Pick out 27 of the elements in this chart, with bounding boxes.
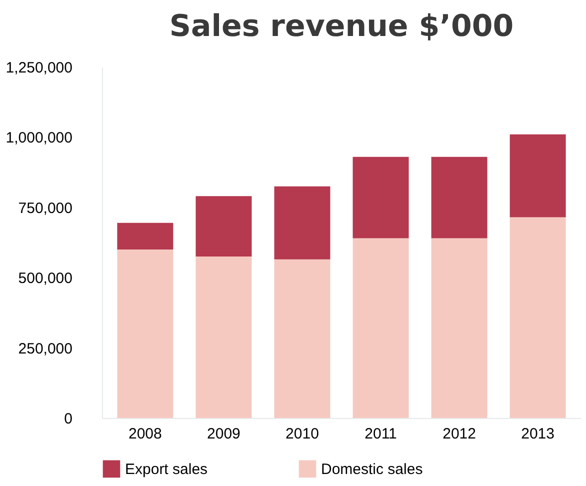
x-tick-label: 2008 <box>128 426 162 442</box>
bar <box>117 250 174 418</box>
legend-label: Export sales <box>125 460 208 478</box>
y-tick-label: 1,250,000 <box>6 60 72 76</box>
x-tick-label: 2010 <box>286 426 319 442</box>
bar <box>274 259 330 418</box>
chart-title: Sales revenue $’000 <box>169 9 514 44</box>
bar <box>510 217 566 418</box>
y-tick-label: 500,000 <box>18 270 72 288</box>
x-tick-label: 2009 <box>207 426 240 442</box>
bar <box>510 134 566 218</box>
x-tick-label: 2013 <box>521 426 554 442</box>
bar <box>196 256 252 418</box>
y-tick-label: 250,000 <box>18 340 72 358</box>
bar <box>274 186 330 260</box>
bar <box>431 238 488 418</box>
bar <box>431 156 488 238</box>
y-tick-label: 0 <box>64 410 72 428</box>
bar <box>196 196 252 257</box>
legend-label: Domestic sales <box>321 460 423 478</box>
y-tick-label: 1,000,000 <box>6 130 72 147</box>
bar <box>352 156 409 238</box>
x-tick-label: 2011 <box>364 426 397 442</box>
y-tick-label: 750,000 <box>18 200 72 217</box>
bar <box>117 222 174 250</box>
x-tick-label: 2012 <box>442 426 476 442</box>
bar <box>352 238 409 418</box>
